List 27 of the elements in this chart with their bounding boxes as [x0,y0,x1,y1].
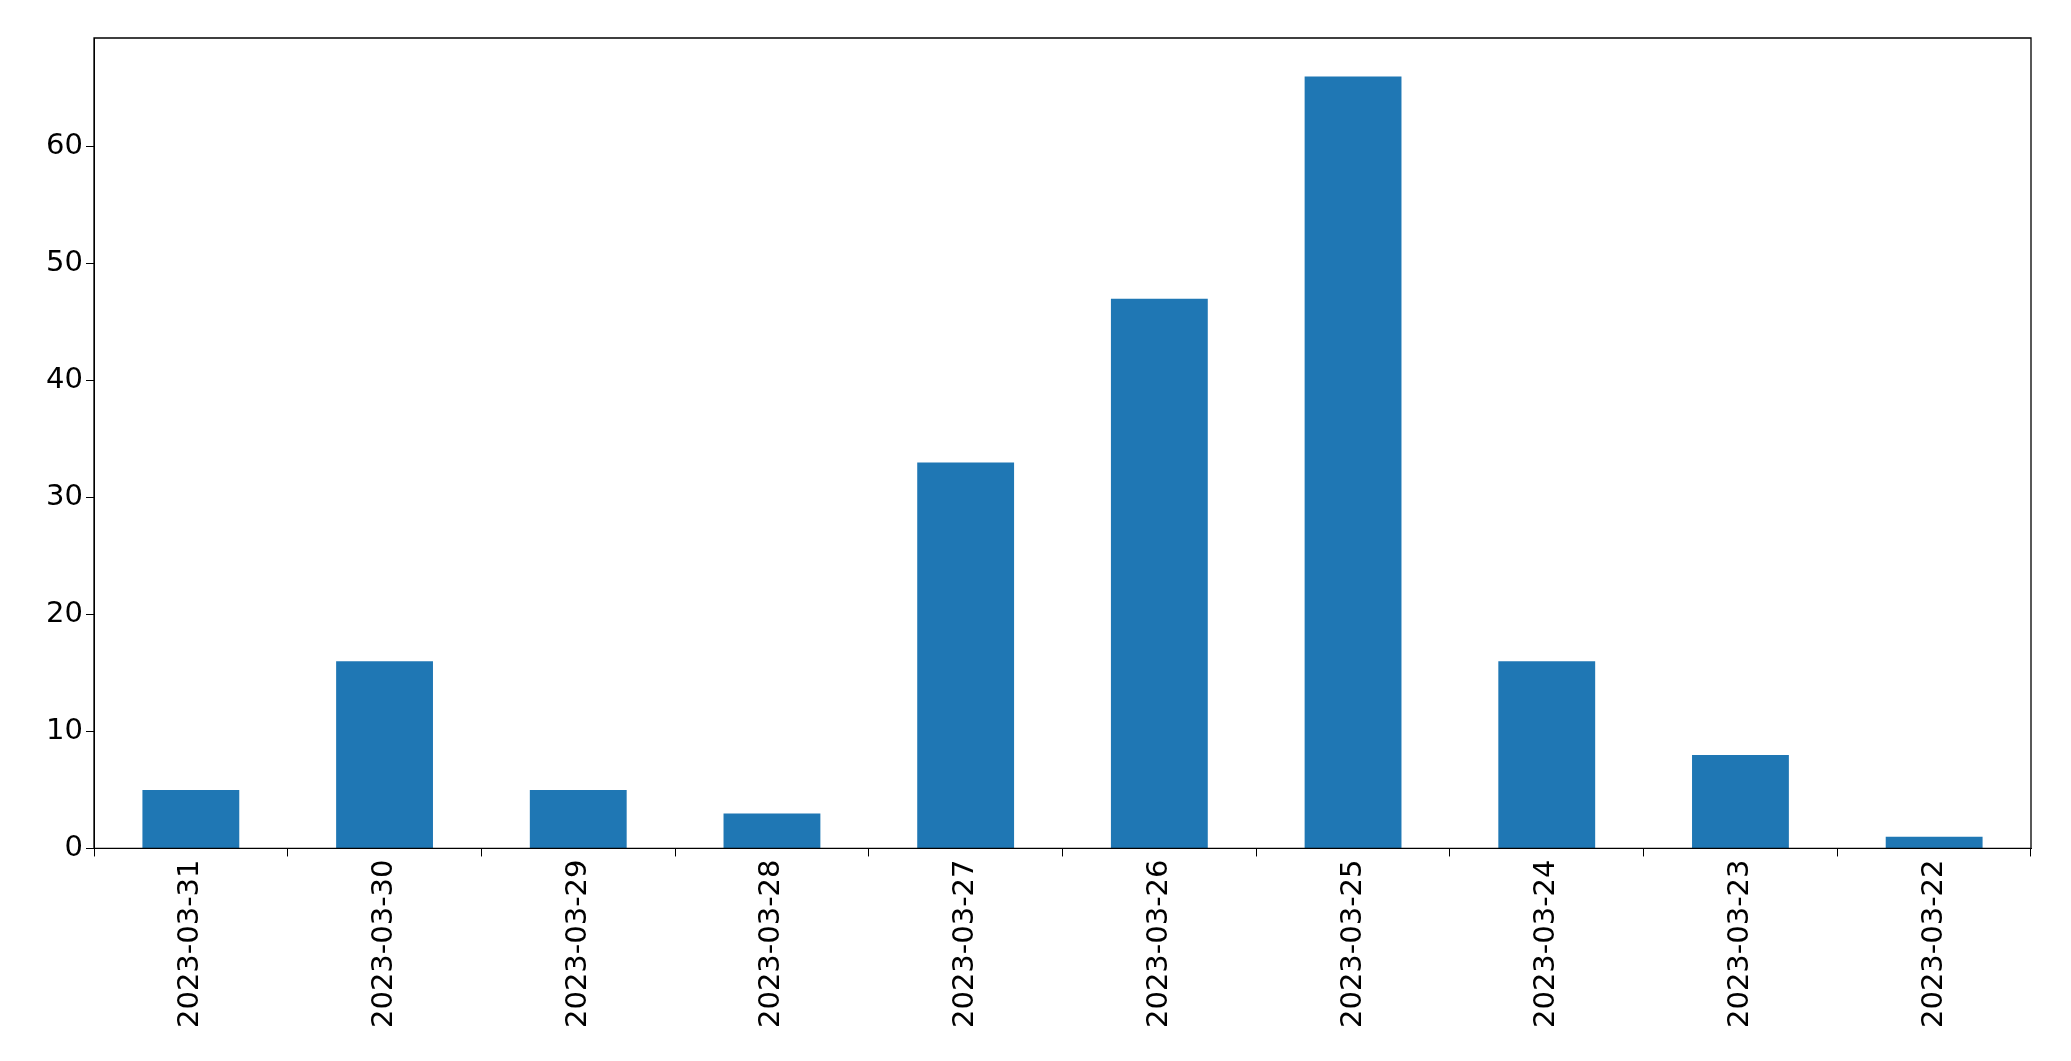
bar [917,462,1015,848]
bar [1885,836,1983,848]
bar [1110,298,1208,848]
y-tick-label: 40 [46,361,83,396]
y-tick-label: 60 [46,127,83,162]
bar [723,813,821,848]
bar [142,789,240,848]
x-tick-label: 2023-03-27 [946,859,981,1029]
x-tick-label: 2023-03-22 [1914,859,1949,1029]
bar [529,789,627,848]
x-tick-label: 2023-03-29 [558,859,593,1029]
x-tick-label: 2023-03-24 [1527,859,1562,1029]
y-tick-label: 30 [46,478,83,513]
x-tick-label: 2023-03-31 [171,859,206,1029]
x-tick-label: 2023-03-30 [365,859,400,1029]
y-tick-label: 0 [64,829,83,863]
y-tick-label: 20 [46,595,83,630]
x-tick-label: 2023-03-26 [1139,859,1174,1029]
bar [1304,76,1402,848]
bar [1692,754,1789,848]
x-tick-label: 2023-03-23 [1720,859,1755,1029]
y-tick-label: 10 [46,712,83,747]
x-tick-label: 2023-03-25 [1333,859,1368,1029]
y-tick-label: 50 [46,244,83,279]
bar [336,661,433,848]
bar [1498,661,1596,848]
x-tick-label: 2023-03-28 [752,859,787,1029]
